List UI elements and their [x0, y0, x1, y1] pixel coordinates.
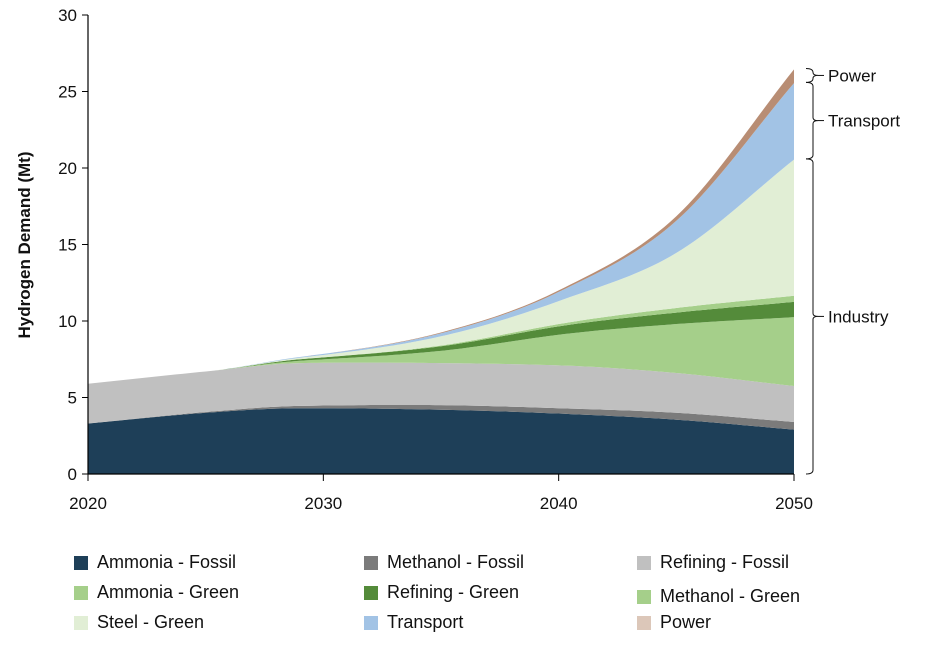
- area-ammonia-green: [88, 317, 794, 387]
- legend-swatch: [364, 585, 378, 600]
- legend-item: Methanol - Fossil: [364, 552, 524, 573]
- y-tick-label: 20: [58, 159, 77, 178]
- group-label-transport: Transport: [828, 112, 900, 131]
- x-tick-label: 2020: [69, 494, 107, 513]
- legend-item: Methanol - Green: [637, 586, 800, 607]
- y-axis-title: Hydrogen Demand (Mt): [15, 152, 34, 339]
- legend-label: Refining - Fossil: [660, 552, 790, 572]
- legend-label: Transport: [387, 612, 464, 632]
- legend-swatch: [364, 555, 378, 570]
- legend-item: Refining - Fossil: [637, 552, 789, 573]
- area-refining-green: [88, 301, 794, 384]
- brace-industry: [805, 158, 819, 475]
- x-tick-label: 2040: [540, 494, 578, 513]
- area-steel-green: [88, 159, 794, 384]
- legend-label: Power: [660, 612, 712, 632]
- area-refining-fossil: [88, 362, 794, 424]
- legend-swatch: [637, 615, 651, 630]
- legend-item: Refining - Green: [364, 582, 519, 603]
- legend-label: Ammonia - Fossil: [97, 552, 237, 572]
- y-tick-label: 10: [58, 312, 77, 331]
- legend-label: Refining - Green: [387, 582, 520, 602]
- area-layers: [88, 69, 794, 474]
- group-label-industry: Industry: [828, 307, 889, 326]
- y-tick-label: 25: [58, 83, 77, 102]
- legend-label: Methanol - Fossil: [387, 552, 525, 572]
- legend-swatch: [74, 555, 88, 570]
- brace-power: [805, 68, 819, 83]
- brace-transport: [805, 81, 819, 160]
- legend-swatch: [637, 589, 651, 604]
- y-tick-label: 30: [58, 6, 77, 25]
- axes: [82, 14, 795, 481]
- x-tick-label: 2030: [304, 494, 342, 513]
- legend-label: Steel - Green: [97, 612, 205, 632]
- legend-item: Power: [637, 612, 711, 633]
- legend-swatch: [364, 615, 378, 630]
- legend-item: Steel - Green: [74, 612, 204, 633]
- legend-swatch: [637, 555, 651, 570]
- y-tick-label: 0: [68, 465, 77, 484]
- y-tick-label: 5: [68, 389, 77, 408]
- group-label-power: Power: [828, 66, 877, 85]
- legend-item: Ammonia - Green: [74, 582, 239, 603]
- tick-labels: 0 5 10 15 20 25 30 2020 2030 2040 2050: [58, 6, 813, 513]
- group-annotations: Power Transport Industry: [805, 66, 900, 475]
- legend-item: Ammonia - Fossil: [74, 552, 236, 573]
- legend-label: Methanol - Green: [660, 586, 801, 606]
- legend-label: Ammonia - Green: [97, 582, 240, 602]
- area-ammonia-fossil: [88, 408, 794, 474]
- legend: Ammonia - Fossil Methanol - Fossil Refinin…: [74, 552, 854, 644]
- legend-swatch: [74, 585, 88, 600]
- y-tick-label: 15: [58, 236, 77, 255]
- legend-item: Transport: [364, 612, 463, 633]
- area-methanol-green: [88, 295, 794, 384]
- x-tick-label: 2050: [775, 494, 813, 513]
- stacked-area-chart: 0 5 10 15 20 25 30 2020 2030 2040 2050 Power Transp…: [15, 6, 900, 513]
- legend-swatch: [74, 615, 88, 630]
- area-methanol-fossil: [88, 404, 794, 430]
